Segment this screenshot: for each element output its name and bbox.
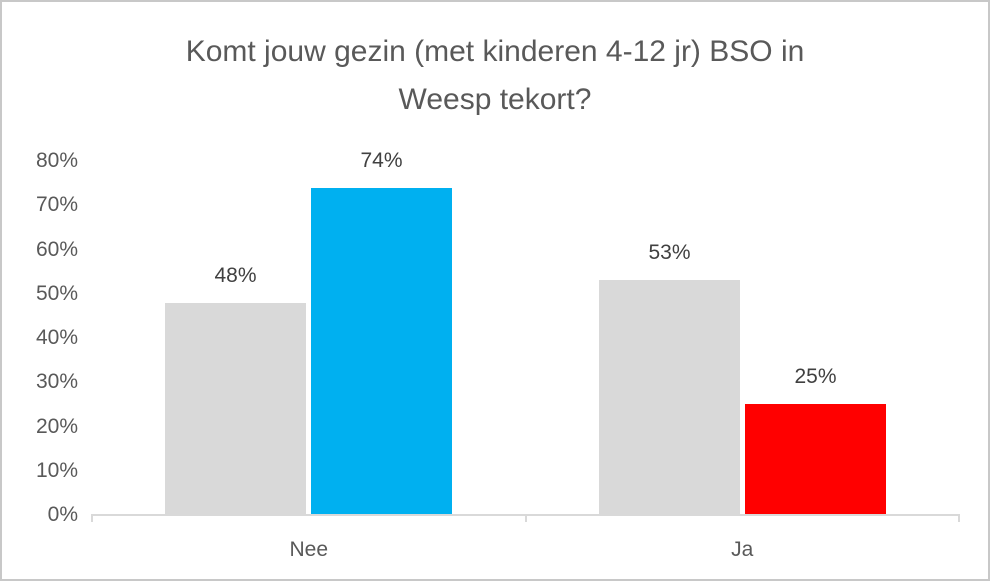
x-axis-tick-mark bbox=[958, 514, 960, 522]
chart-title: Komt jouw gezin (met kinderen 4-12 jr) B… bbox=[2, 28, 988, 124]
x-axis-tick-mark bbox=[524, 514, 527, 522]
y-axis-tick-label: 30% bbox=[35, 370, 78, 394]
x-axis-category-label-ja: Ja bbox=[731, 538, 754, 561]
y-axis-tick-label: 80% bbox=[35, 149, 78, 172]
bar-ja-series-gray bbox=[599, 280, 740, 515]
y-axis-tick-label: 40% bbox=[35, 326, 78, 349]
y-axis-tick-label: 20% bbox=[35, 414, 78, 438]
chart-title-line-1: Komt jouw gezin (met kinderen 4-12 jr) B… bbox=[185, 35, 805, 68]
x-axis-category-label-nee: Nee bbox=[289, 538, 329, 561]
y-axis-tick-label: 10% bbox=[35, 458, 78, 482]
y-axis-tick-label: 0% bbox=[47, 503, 78, 526]
data-label-nee-series-colored: 74% bbox=[360, 149, 403, 172]
chart-title-line-2: Weesp tekort? bbox=[398, 83, 592, 116]
bar-ja-series-colored bbox=[745, 404, 886, 515]
data-label-ja-series-colored: 25% bbox=[794, 365, 837, 388]
data-label-nee-series-gray: 48% bbox=[214, 264, 257, 287]
bar-nee-series-gray bbox=[165, 303, 306, 515]
y-axis-tick-label: 70% bbox=[35, 193, 78, 217]
bar-nee-series-colored bbox=[311, 188, 452, 515]
y-axis-tick-label: 60% bbox=[35, 237, 78, 261]
x-axis-tick-mark bbox=[91, 514, 93, 522]
y-axis-tick-label: 50% bbox=[35, 281, 78, 305]
data-label-ja-series-gray: 53% bbox=[648, 241, 691, 264]
